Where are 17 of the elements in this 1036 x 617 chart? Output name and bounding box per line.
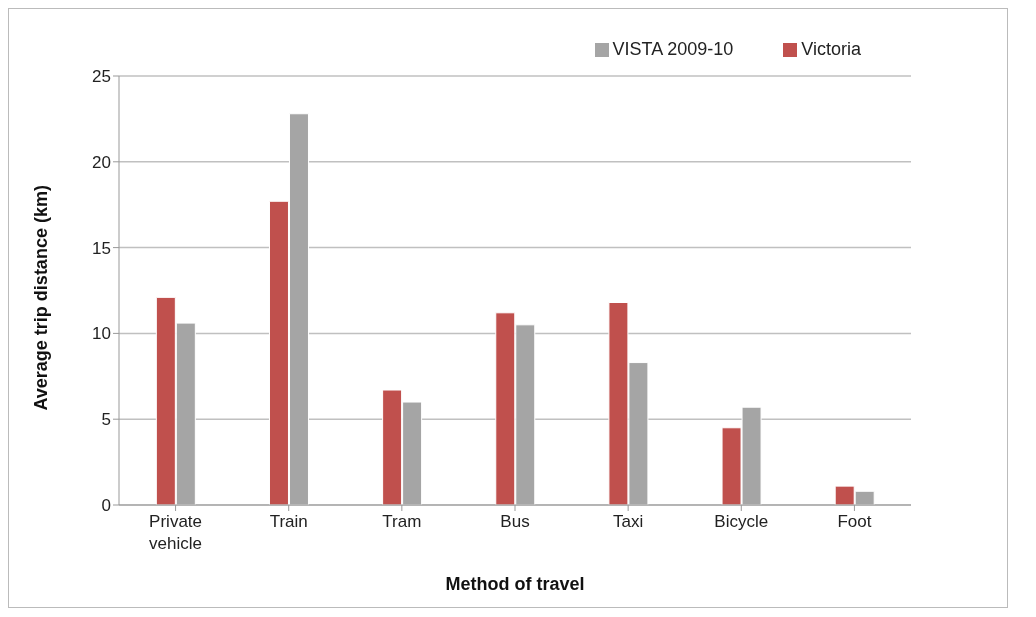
x-tick-label: Private vehicle bbox=[149, 512, 203, 553]
y-axis-title: Average trip distance (km) bbox=[31, 185, 52, 411]
y-tick-label: 10 bbox=[92, 324, 111, 344]
x-tick-label: Bicycle bbox=[714, 512, 769, 531]
y-tick-label: 5 bbox=[101, 410, 111, 430]
x-tick-label: Taxi bbox=[613, 512, 644, 531]
y-tick-label: 0 bbox=[101, 496, 111, 516]
y-tick-label: 20 bbox=[92, 152, 111, 172]
x-tick-label: Foot bbox=[837, 512, 872, 531]
x-tick-label: Train bbox=[269, 512, 308, 531]
x-tick-label: Bus bbox=[500, 512, 530, 531]
legend-label: Victoria bbox=[801, 39, 861, 59]
x-tick-label: Tram bbox=[382, 512, 422, 531]
y-tick-label: 25 bbox=[92, 67, 111, 87]
legend-label: VISTA 2009-10 bbox=[612, 39, 734, 59]
x-axis-title: Method of travel bbox=[445, 574, 585, 594]
y-tick-label: 15 bbox=[92, 238, 111, 258]
